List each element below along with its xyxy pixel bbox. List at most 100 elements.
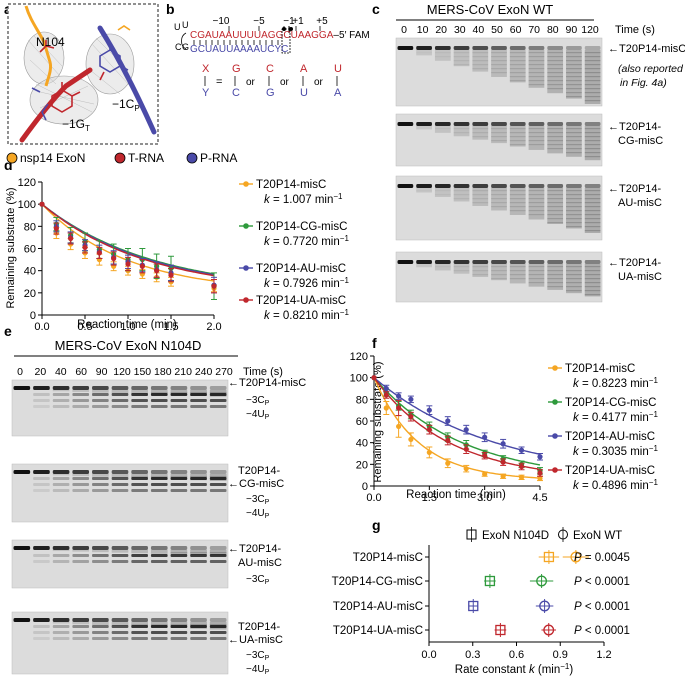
time-label: 0 xyxy=(17,366,23,378)
gel-ladder-band xyxy=(584,128,601,130)
gel-ladder-band xyxy=(472,190,489,192)
base-sticks xyxy=(31,25,131,121)
gel-smear xyxy=(72,622,90,625)
gel-ladder-band xyxy=(472,194,489,196)
data-point xyxy=(396,423,402,430)
gel-c4-label-1: ←T20P14- xyxy=(608,257,662,269)
panel-label-f: f xyxy=(372,335,377,351)
gel-product-band xyxy=(209,399,227,402)
gel-smear xyxy=(491,126,507,144)
panel-a-legend: nsp14 ExoN T-RNA P-RNA xyxy=(6,151,237,165)
category-label: T20P14-AU-misC xyxy=(333,601,423,613)
gel-product-band xyxy=(131,483,148,486)
gel-band xyxy=(170,386,188,390)
gel-product-band xyxy=(33,631,50,634)
gel-ladder-band xyxy=(528,266,545,268)
gel-ladder-band xyxy=(528,52,545,54)
data-point xyxy=(482,471,488,477)
gel-product-band xyxy=(170,554,188,557)
gel-band xyxy=(111,546,129,550)
gel-ladder-band xyxy=(509,194,526,196)
gel-e2-band-1: −3CP xyxy=(246,494,270,506)
gel-product-band xyxy=(170,477,188,480)
top-strand: CGAUAAUUUUAGGCUAAGGA–5′ FAM xyxy=(190,30,370,41)
gel-product-band xyxy=(52,554,70,557)
data-point xyxy=(53,225,59,232)
gel-ladder-band xyxy=(509,128,526,130)
gel-band xyxy=(547,122,564,126)
gel-product-band xyxy=(33,625,50,628)
data-point-circle xyxy=(543,624,555,636)
gel-band xyxy=(33,618,50,622)
gel-ladder-band xyxy=(584,226,601,228)
data-point-circle xyxy=(536,575,548,587)
gel-ladder-band xyxy=(547,286,564,288)
gel-ladder-band xyxy=(509,270,526,272)
legend-f-2-name: T20P14-AU-misC xyxy=(565,431,655,443)
gel-smear xyxy=(509,126,526,147)
gel-smear xyxy=(528,188,545,220)
gel-band xyxy=(509,46,526,50)
gel-ladder-band xyxy=(472,266,489,268)
gel-image xyxy=(395,175,603,241)
gel-smear xyxy=(584,50,601,104)
gel-ladder-band xyxy=(584,198,601,200)
data-point xyxy=(518,447,525,453)
gel-band xyxy=(566,184,582,188)
data-point xyxy=(463,446,469,452)
gel-smear xyxy=(92,622,109,625)
gel-band xyxy=(170,470,188,474)
gel-smear xyxy=(584,126,601,161)
data-point xyxy=(463,427,469,433)
gel-smear xyxy=(566,50,582,99)
gel-band xyxy=(472,46,489,50)
gel-product-band xyxy=(33,489,50,492)
time-label: 0 xyxy=(401,24,407,36)
pair-2-bottom: G xyxy=(266,87,275,99)
gel-smear xyxy=(453,264,470,274)
legend-f-3-k: k = 0.4896 min−1 xyxy=(573,478,658,492)
gel-ladder-band xyxy=(509,274,526,276)
gel-e4-band-1: −3CP xyxy=(246,650,270,662)
gel-band xyxy=(33,470,50,474)
data-point xyxy=(154,268,160,274)
panel-e-time-labels: 0 20 40 60 90 120 150 180 210 240 270 xyxy=(17,366,233,378)
gel-product-band xyxy=(190,631,207,634)
gel-band xyxy=(453,122,470,126)
gel-product-band xyxy=(131,477,148,480)
gel-smear xyxy=(547,50,564,94)
gel-product-band xyxy=(52,477,70,480)
data-point xyxy=(518,474,525,480)
legend-d-2-name: T20P14-AU-misC xyxy=(256,263,346,275)
gel-ladder-band xyxy=(491,140,507,142)
gel-ladder-band xyxy=(584,84,601,86)
gel-ladder-band xyxy=(528,274,545,276)
data-point xyxy=(168,272,174,278)
gel-ladder-band xyxy=(209,624,227,626)
gel-ladder-band xyxy=(566,88,582,90)
y-tick-label: 80 xyxy=(24,221,36,233)
gel-ladder-band xyxy=(491,274,507,276)
y-tick-label: 60 xyxy=(356,416,368,428)
gel-ladder-band xyxy=(209,552,227,554)
gel-band xyxy=(547,46,564,50)
gel-ladder-band xyxy=(190,624,207,626)
panel-e-time-unit: Time (s) xyxy=(243,366,283,378)
gel-ladder-band xyxy=(547,206,564,208)
panel-c-time-labels: 0 10 20 30 40 50 60 70 80 90 120 xyxy=(401,24,599,36)
gel-smear xyxy=(209,550,227,556)
hairpin-loop xyxy=(181,32,187,50)
gel-product-band xyxy=(150,483,168,486)
gel-band xyxy=(584,122,601,126)
gel-ladder-band xyxy=(547,190,564,192)
gel-band xyxy=(416,260,432,264)
gel-ladder-band xyxy=(584,218,601,220)
data-point xyxy=(125,261,131,267)
gel-ladder-band xyxy=(491,278,507,280)
gel-ladder-band xyxy=(566,76,582,78)
gel-e4-label-2: ←UA-misC xyxy=(228,634,283,646)
gel-ladder-band xyxy=(547,274,564,276)
gel-e3-band-1: −3CP xyxy=(246,574,270,586)
gel-band xyxy=(566,260,582,264)
gel-band xyxy=(52,618,70,622)
